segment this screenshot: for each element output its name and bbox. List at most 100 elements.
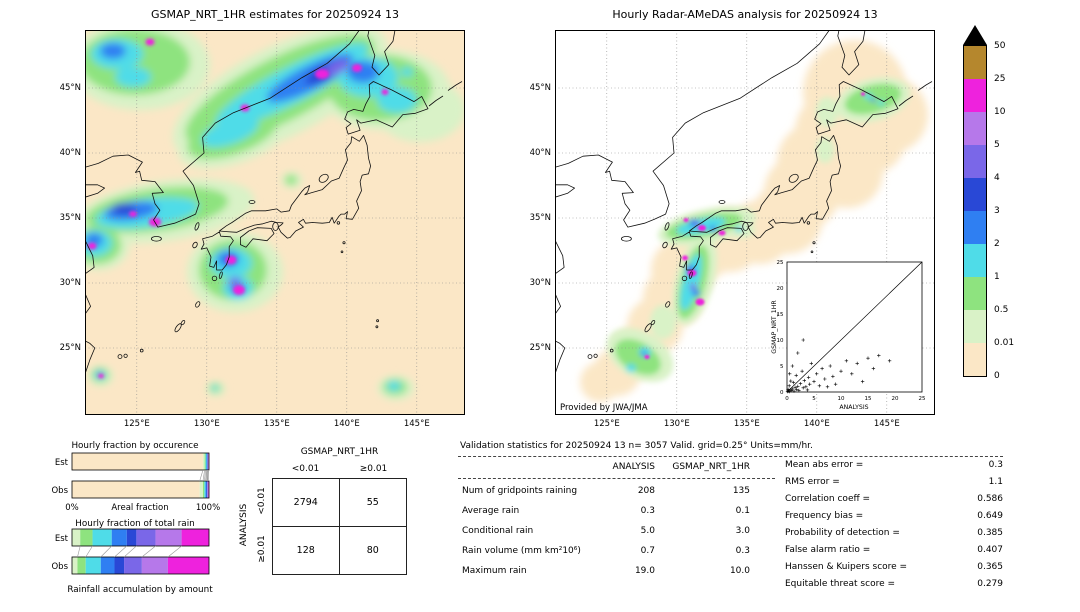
axis-tick-label: 145°E bbox=[403, 419, 430, 429]
colorbar-tick-label: 10 bbox=[994, 107, 1006, 117]
contingency-cell: 128 bbox=[273, 526, 340, 574]
scatter-point bbox=[793, 385, 797, 389]
contingency-col-label: <0.01 bbox=[291, 464, 320, 474]
scatter-point bbox=[809, 361, 813, 366]
scatter-point bbox=[791, 380, 796, 385]
scatter-point bbox=[794, 373, 798, 378]
colorbar-tick-label: 25 bbox=[994, 74, 1006, 84]
bar-outline bbox=[71, 480, 210, 499]
bar-segment bbox=[114, 557, 125, 574]
summary-stat: False alarm ratio = 0.407 bbox=[785, 545, 1003, 561]
summary-stat: Hanssen & Kuipers score = 0.365 bbox=[785, 562, 1003, 578]
bar-connector bbox=[123, 545, 137, 558]
bar-segment bbox=[72, 529, 81, 546]
scatter-point bbox=[828, 364, 832, 368]
summary-stat-text: 0.586 bbox=[977, 494, 1003, 504]
summary-stat-text: Correlation coeff = bbox=[785, 494, 871, 504]
scatter-point bbox=[786, 387, 790, 392]
bar-segment bbox=[85, 557, 101, 574]
validation-cell: 208 bbox=[637, 486, 655, 496]
xmin-label: 0% bbox=[65, 503, 79, 513]
totalrain-xlabel: Rainfall accumulation by amount bbox=[67, 585, 213, 595]
bar-segment bbox=[204, 453, 206, 470]
scatter-point bbox=[831, 374, 835, 379]
axis-tick-label: 35°N bbox=[529, 213, 551, 223]
column-header-gsmap: GSMAP_NRT_1HR bbox=[672, 462, 750, 472]
summary-stat-text: 0.649 bbox=[977, 511, 1003, 521]
bar-segment bbox=[80, 529, 93, 546]
scatter-point bbox=[795, 387, 799, 392]
summary-stat: Frequency bias = 0.649 bbox=[785, 511, 1003, 527]
scatter-point bbox=[804, 385, 808, 389]
scatter-point bbox=[815, 372, 819, 376]
summary-stat: RMS error = 1.1 bbox=[785, 477, 1003, 493]
inset-xtick: 5 bbox=[812, 396, 816, 402]
bar-segment bbox=[207, 481, 208, 498]
contingency-col-label: ≥0.01 bbox=[359, 464, 388, 474]
inset-ytick: 25 bbox=[777, 260, 784, 266]
axis-tick-label: 35°N bbox=[59, 213, 81, 223]
bar-connector bbox=[204, 469, 206, 482]
xmax-label: 100% bbox=[196, 503, 220, 513]
bar-segment bbox=[206, 481, 208, 498]
colorbar-tick-label: 4 bbox=[994, 173, 1000, 183]
colorbar-tick-label: 1 bbox=[994, 272, 1000, 282]
summary-stat: Equitable threat score = 0.279 bbox=[785, 579, 1003, 595]
scatter-point bbox=[790, 387, 795, 391]
scatter-point bbox=[887, 359, 892, 363]
scatter-point bbox=[866, 356, 870, 360]
inset-xtick: 25 bbox=[919, 396, 926, 402]
divider bbox=[458, 478, 775, 479]
colorbar-tick-label: 3 bbox=[994, 206, 1000, 216]
scatter-point bbox=[817, 384, 822, 388]
scatter-point bbox=[797, 388, 801, 393]
left-map-title: GSMAP_NRT_1HR estimates for 20250924 13 bbox=[150, 8, 400, 21]
summary-stat-text: Equitable threat score = bbox=[785, 579, 896, 589]
bar-segment bbox=[167, 557, 209, 574]
scatter-point bbox=[790, 364, 795, 368]
colorbar-segment bbox=[964, 211, 986, 244]
colorbar-segment bbox=[964, 310, 986, 343]
axis-tick-label: 40°N bbox=[59, 148, 81, 158]
radar-amedas-map: 0 5 10 15 20 25 0 5 10 15 20 25 GSMAP_NR… bbox=[555, 30, 935, 415]
axis-tick-label: 130°E bbox=[663, 419, 690, 429]
bar-segment bbox=[72, 453, 203, 470]
validation-cell: 19.0 bbox=[634, 566, 655, 576]
bar-connector bbox=[141, 545, 156, 558]
validation-cell: 0.3 bbox=[640, 506, 655, 516]
occurrence-bars bbox=[71, 452, 210, 499]
scatter-point bbox=[808, 382, 812, 386]
scatter-point bbox=[801, 386, 805, 390]
bar-connector bbox=[85, 545, 93, 558]
colorbar-tick-label: 50 bbox=[994, 41, 1006, 51]
axis-tick-label: 45°N bbox=[59, 83, 81, 93]
inset-ytick: 20 bbox=[777, 286, 784, 292]
scatter-point bbox=[839, 369, 843, 373]
colorbar-tick-label: 0.5 bbox=[994, 305, 1009, 315]
axis-tick-label: 130°E bbox=[193, 419, 220, 429]
scatter-inset: 0 5 10 15 20 25 0 5 10 15 20 25 GSMAP_NR… bbox=[771, 260, 926, 411]
bar-connector bbox=[206, 469, 208, 482]
colorbar: 50 25 10 5 4 3 2 1 0.5 0.01 0 bbox=[963, 25, 1075, 425]
axis-tick-label: 140°E bbox=[333, 419, 360, 429]
occurrence-xlabel: Areal fraction bbox=[111, 503, 168, 513]
contingency-row-group: ANALYSIS bbox=[239, 503, 249, 547]
colorbar-overflow-triangle bbox=[963, 25, 987, 45]
bar-segment bbox=[181, 529, 209, 546]
colorbar-segment bbox=[964, 79, 986, 112]
validation-cell: 135 bbox=[732, 486, 750, 496]
validation-title: Validation statistics for 20250924 13 n=… bbox=[460, 441, 813, 451]
row-label-obs: Obs bbox=[51, 486, 68, 496]
divider bbox=[458, 456, 1003, 457]
bar-segment bbox=[202, 453, 205, 470]
inset-ytick: 5 bbox=[780, 364, 784, 370]
axis-tick-label: 125°E bbox=[593, 419, 620, 429]
scatter-point bbox=[788, 372, 792, 376]
colorbar-tick-label: 0 bbox=[994, 371, 1000, 381]
validation-cell: 0.3 bbox=[735, 546, 750, 556]
scatter-point bbox=[850, 372, 854, 376]
bar-connector bbox=[77, 545, 81, 558]
row-label-est: Est bbox=[55, 534, 69, 544]
axis-tick-label: 30°N bbox=[59, 278, 81, 288]
bar-segment bbox=[206, 453, 208, 470]
